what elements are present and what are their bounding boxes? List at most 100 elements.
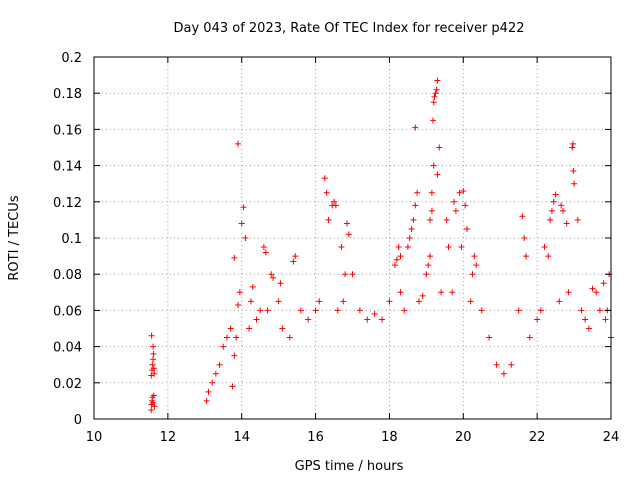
data-point [235, 301, 242, 308]
data-point [500, 370, 507, 377]
data-point [253, 316, 260, 323]
data-point [569, 144, 576, 151]
data-point [216, 361, 223, 368]
data-point [565, 289, 572, 296]
data-point [508, 361, 515, 368]
data-point [297, 307, 304, 314]
data-point [325, 216, 332, 223]
data-point [205, 388, 212, 395]
data-point [334, 307, 341, 314]
data-point [408, 225, 415, 232]
data-point [340, 298, 347, 305]
data-point [356, 307, 363, 314]
data-point [602, 316, 609, 323]
x-tick-label: 14 [233, 430, 250, 445]
data-point [563, 220, 570, 227]
data-point [534, 316, 541, 323]
data-point [371, 311, 378, 318]
data-point [312, 307, 319, 314]
data-point [231, 254, 238, 261]
data-point [467, 298, 474, 305]
data-point [559, 207, 566, 214]
data-point [515, 307, 522, 314]
data-point [150, 343, 157, 350]
data-point [321, 175, 328, 182]
data-point [209, 379, 216, 386]
data-point [432, 90, 439, 97]
data-point [247, 298, 254, 305]
data-point [423, 271, 430, 278]
data-point [257, 307, 264, 314]
data-point [434, 77, 441, 84]
data-point [150, 365, 157, 372]
data-point [149, 361, 156, 368]
data-point [150, 392, 157, 399]
data-point [460, 187, 467, 194]
chart-title: Day 043 of 2023, Rate Of TEC Index for r… [174, 21, 525, 36]
data-point [379, 316, 386, 323]
data-point [419, 292, 426, 299]
data-point [338, 244, 345, 251]
data-point [600, 280, 607, 287]
data-point [558, 202, 565, 209]
data-point [235, 140, 242, 147]
data-point [227, 325, 234, 332]
data-point [414, 189, 421, 196]
data-point [443, 216, 450, 223]
data-point [345, 231, 352, 238]
data-point [574, 216, 581, 223]
data-point [342, 271, 349, 278]
data-point [148, 406, 155, 413]
data-point [452, 207, 459, 214]
data-point [150, 399, 157, 406]
data-point [386, 298, 393, 305]
data-point [343, 220, 350, 227]
data-point [473, 262, 480, 269]
data-point [445, 244, 452, 251]
y-tick-label: 0.18 [53, 87, 82, 102]
data-point [427, 253, 434, 260]
data-point [451, 198, 458, 205]
x-tick-label: 10 [86, 430, 103, 445]
data-point [246, 325, 253, 332]
data-point [410, 216, 417, 223]
data-point [548, 207, 555, 214]
data-point [277, 280, 284, 287]
data-point [456, 189, 463, 196]
data-point [550, 198, 557, 205]
data-point [397, 289, 404, 296]
data-point [469, 271, 476, 278]
data-point [223, 334, 230, 341]
data-point [395, 244, 402, 251]
data-point [349, 271, 356, 278]
data-point [523, 253, 530, 260]
data-point [493, 361, 500, 368]
data-point [286, 334, 293, 341]
x-axis-label: GPS time / hours [295, 459, 404, 474]
data-point [537, 307, 544, 314]
data-point [428, 189, 435, 196]
data-point [406, 235, 413, 241]
y-tick-label: 0.2 [61, 51, 82, 66]
data-point [541, 244, 548, 251]
data-point [438, 289, 445, 296]
x-tick-label: 24 [603, 430, 620, 445]
data-point [570, 168, 577, 175]
data-point [401, 307, 408, 314]
data-point [290, 258, 297, 265]
y-tick-label: 0.14 [53, 160, 82, 175]
data-point [556, 298, 563, 305]
data-point [486, 334, 493, 341]
data-point [220, 343, 227, 350]
data-points [148, 77, 614, 413]
data-point [552, 191, 559, 198]
data-point [415, 298, 422, 305]
data-point [393, 256, 400, 263]
data-point [279, 325, 286, 332]
data-point [397, 253, 404, 260]
data-point [462, 202, 469, 209]
plot-frame [93, 56, 612, 420]
data-point [391, 262, 398, 269]
data-point [412, 124, 419, 131]
